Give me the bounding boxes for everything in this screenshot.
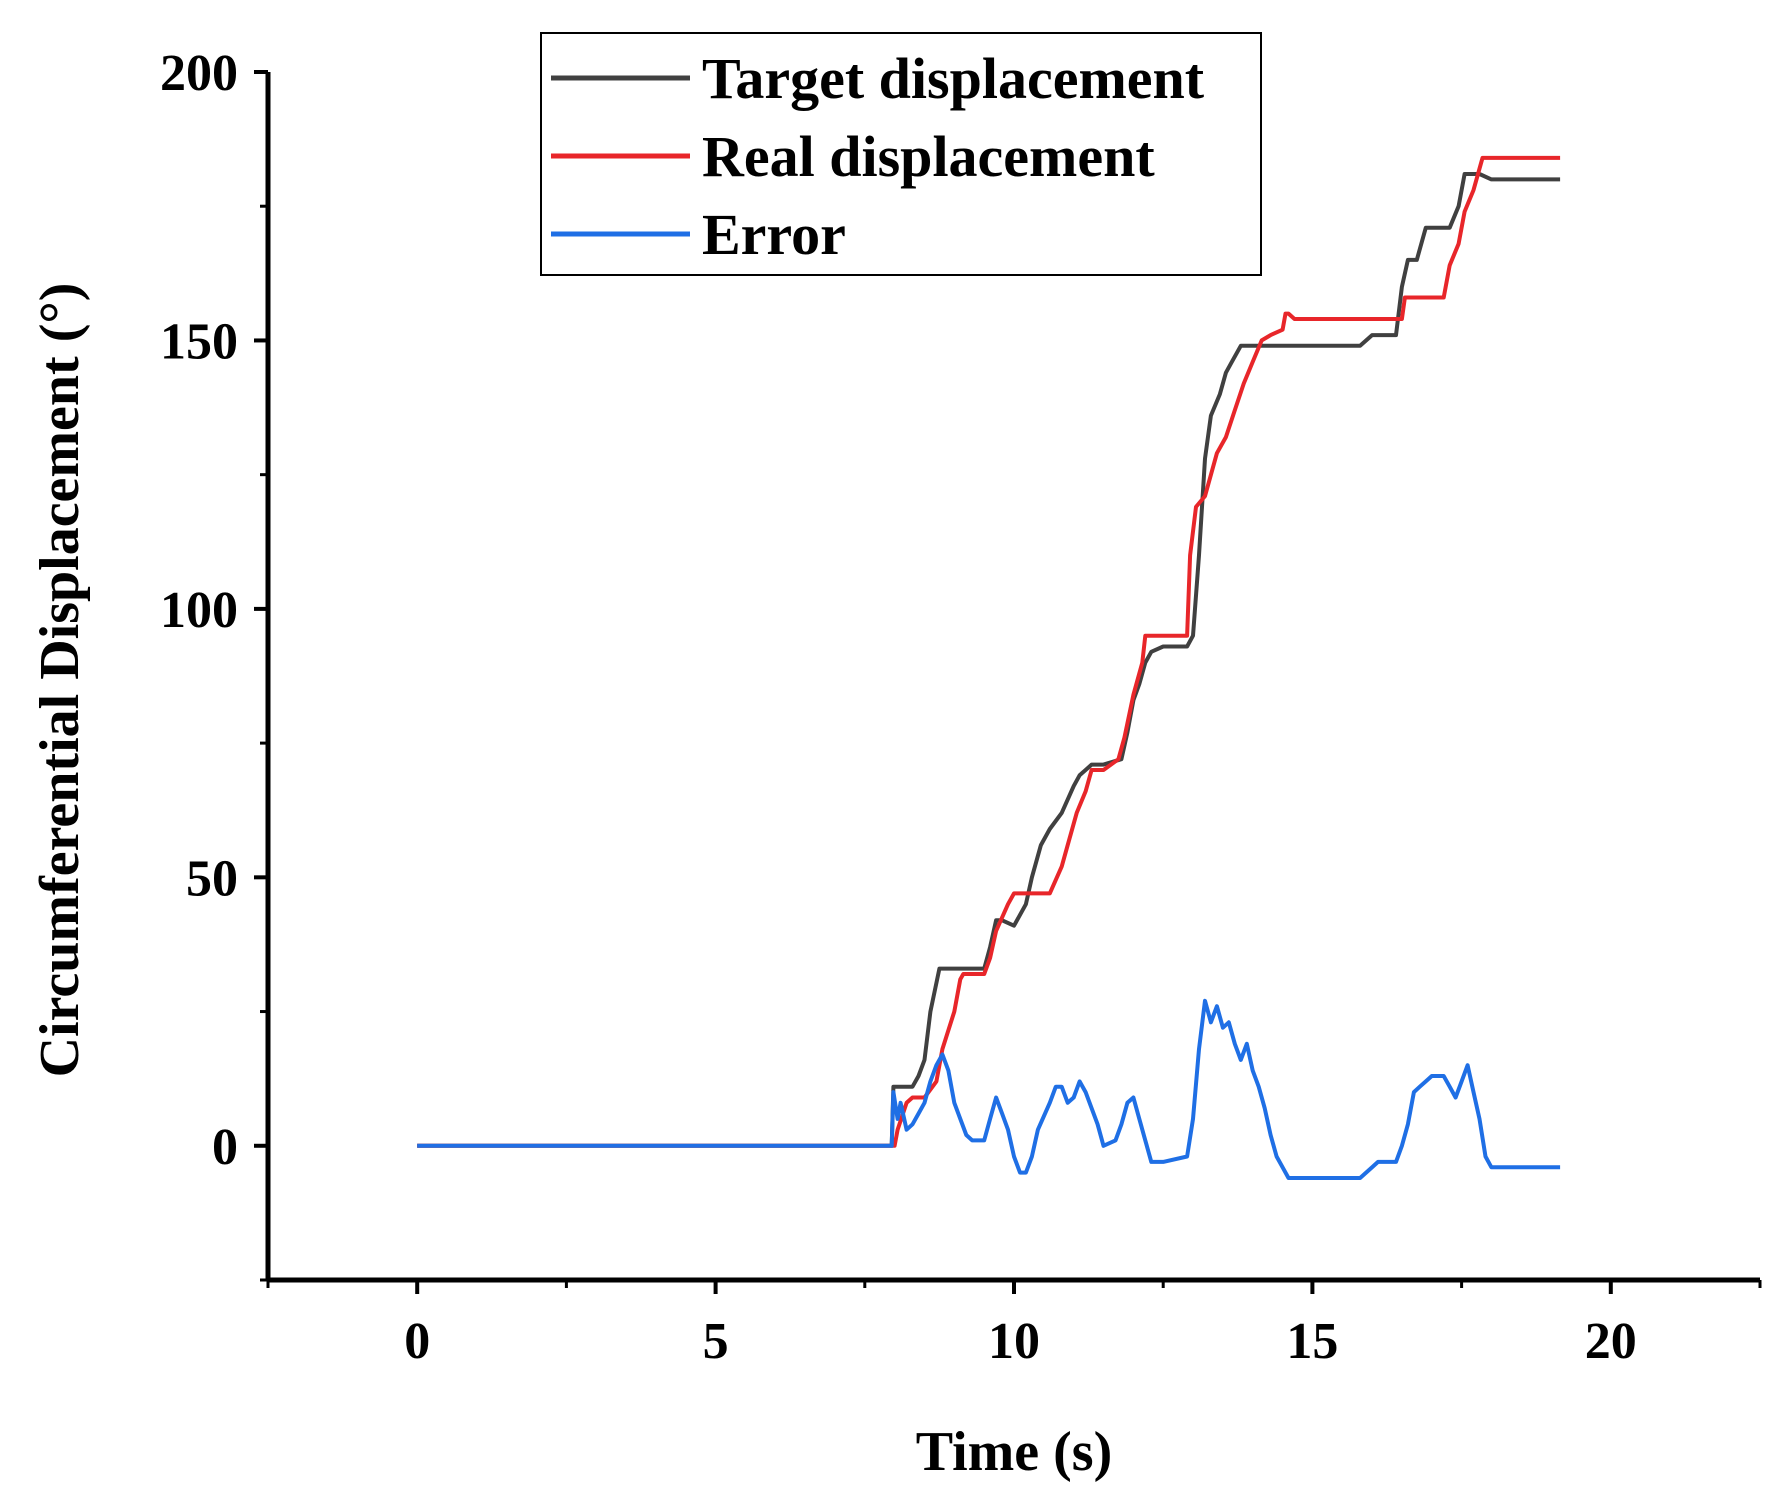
x-tick-label-3: 15 (1286, 1313, 1338, 1370)
legend-label-1: Real displacement (702, 124, 1155, 189)
y-axis-title: Circumferential Displacement (°) (29, 283, 91, 1078)
x-tick-label-4: 20 (1585, 1313, 1637, 1370)
legend-label-2: Error (702, 202, 846, 267)
series-lines (417, 155, 1561, 1180)
legend: Target displacement Real displacement Erro… (540, 32, 1262, 276)
x-tick-label-1: 5 (703, 1313, 729, 1370)
y-tick-label-2: 100 (160, 582, 238, 639)
x-tick-label-0: 0 (404, 1313, 430, 1370)
y-tick-label-1: 50 (186, 850, 238, 907)
legend-label-0: Target displacement (702, 46, 1205, 111)
tick-marks (254, 70, 1762, 1294)
series-line-0 (417, 172, 1561, 1148)
x-tick-label-2: 10 (988, 1313, 1040, 1370)
series-line-1 (417, 155, 1561, 1148)
x-axis-title: Time (s) (916, 1421, 1113, 1483)
series-line-2 (417, 998, 1561, 1180)
y-tick-label-0: 0 (212, 1119, 238, 1176)
y-tick-label-4: 200 (160, 45, 238, 102)
y-tick-label-3: 150 (160, 313, 238, 370)
